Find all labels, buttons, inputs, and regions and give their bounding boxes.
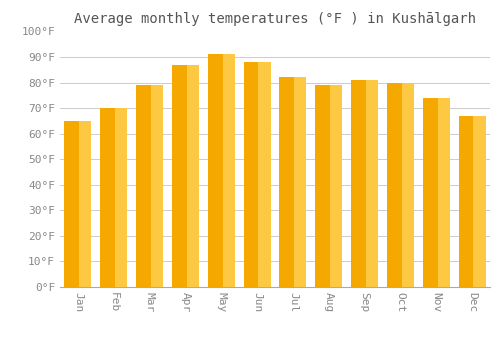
- Title: Average monthly temperatures (°F ) in Kushālgarh: Average monthly temperatures (°F ) in Ku…: [74, 12, 476, 26]
- Bar: [187, 65, 199, 287]
- Bar: [316, 85, 342, 287]
- Bar: [100, 108, 127, 287]
- Bar: [280, 77, 306, 287]
- Bar: [366, 80, 378, 287]
- Bar: [423, 98, 450, 287]
- Bar: [222, 55, 234, 287]
- Bar: [438, 98, 450, 287]
- Bar: [458, 116, 485, 287]
- Bar: [172, 65, 199, 287]
- Bar: [258, 62, 270, 287]
- Bar: [387, 83, 414, 287]
- Bar: [330, 85, 342, 287]
- Bar: [151, 85, 163, 287]
- Bar: [208, 55, 234, 287]
- Bar: [136, 85, 163, 287]
- Bar: [244, 62, 270, 287]
- Bar: [474, 116, 486, 287]
- Bar: [294, 77, 306, 287]
- Bar: [402, 83, 414, 287]
- Bar: [115, 108, 127, 287]
- Bar: [351, 80, 378, 287]
- Bar: [80, 121, 92, 287]
- Bar: [64, 121, 92, 287]
